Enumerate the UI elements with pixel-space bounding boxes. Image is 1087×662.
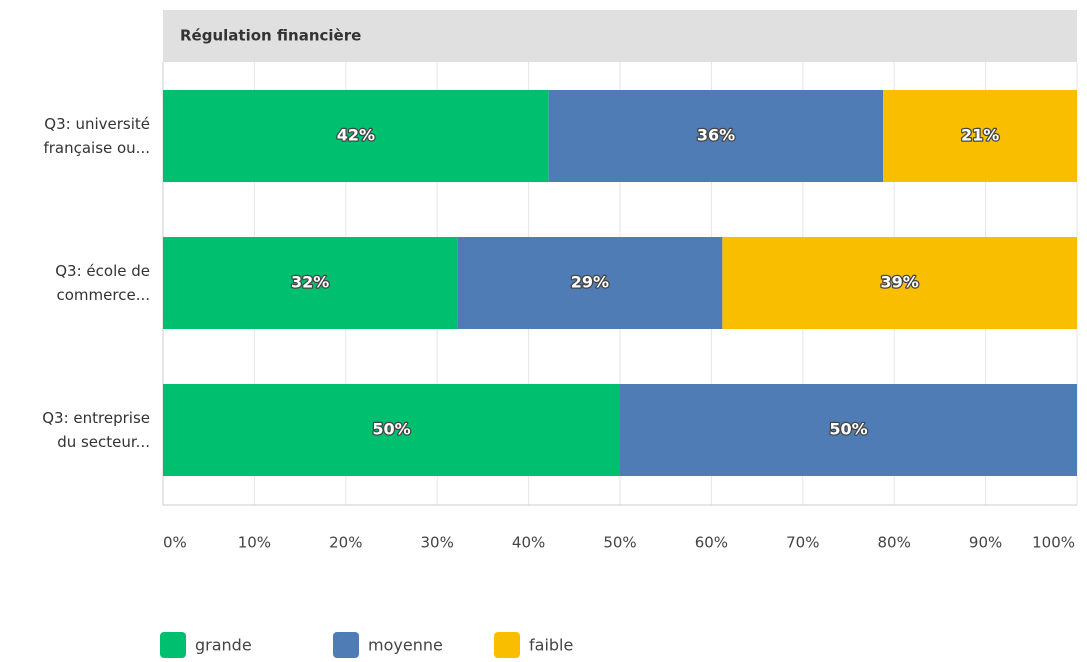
bar-segment <box>620 384 1077 476</box>
value-label: 29% <box>571 273 609 292</box>
legend-label: faible <box>529 636 573 655</box>
x-tick-label: 30% <box>421 534 454 552</box>
legend-swatch <box>333 632 359 658</box>
x-tick-label: 60% <box>695 534 728 552</box>
category-text: Q3: université française ou... <box>43 115 150 157</box>
category-text: Q3: école de commerce... <box>55 262 150 304</box>
x-tick-label: 10% <box>238 534 271 552</box>
value-label: 36% <box>697 126 735 145</box>
value-label: 32% <box>291 273 329 292</box>
x-tick-label: 100% <box>1032 534 1075 552</box>
value-label: 42% <box>337 126 375 145</box>
x-tick-label: 80% <box>878 534 911 552</box>
x-tick-label: 20% <box>329 534 362 552</box>
value-label: 50% <box>829 420 867 439</box>
x-tick-label: 0% <box>163 534 187 552</box>
legend-swatch <box>494 632 520 658</box>
chart-title: Régulation financière <box>180 27 361 45</box>
bar-segment <box>457 237 723 329</box>
bar-segment <box>163 90 549 182</box>
category-label: Q3: université française ou... <box>6 90 150 182</box>
bar-segment <box>722 237 1077 329</box>
bar-segment <box>548 90 884 182</box>
x-tick-label: 90% <box>969 534 1002 552</box>
legend-label: grande <box>195 636 252 655</box>
bar-segment <box>163 384 620 476</box>
legend-swatch <box>160 632 186 658</box>
category-label: Q3: entreprise du secteur... <box>6 384 150 476</box>
legend-label: moyenne <box>368 636 443 655</box>
x-tick-label: 70% <box>786 534 819 552</box>
category-label: Q3: école de commerce... <box>6 237 150 329</box>
value-label: 50% <box>372 420 410 439</box>
category-text: Q3: entreprise du secteur... <box>42 409 150 451</box>
bar-segment <box>163 237 458 329</box>
x-tick-label: 50% <box>603 534 636 552</box>
bar-segment <box>883 90 1077 182</box>
value-label: 39% <box>881 273 919 292</box>
x-tick-label: 40% <box>512 534 545 552</box>
header-band <box>163 10 1077 62</box>
value-label: 21% <box>961 126 999 145</box>
